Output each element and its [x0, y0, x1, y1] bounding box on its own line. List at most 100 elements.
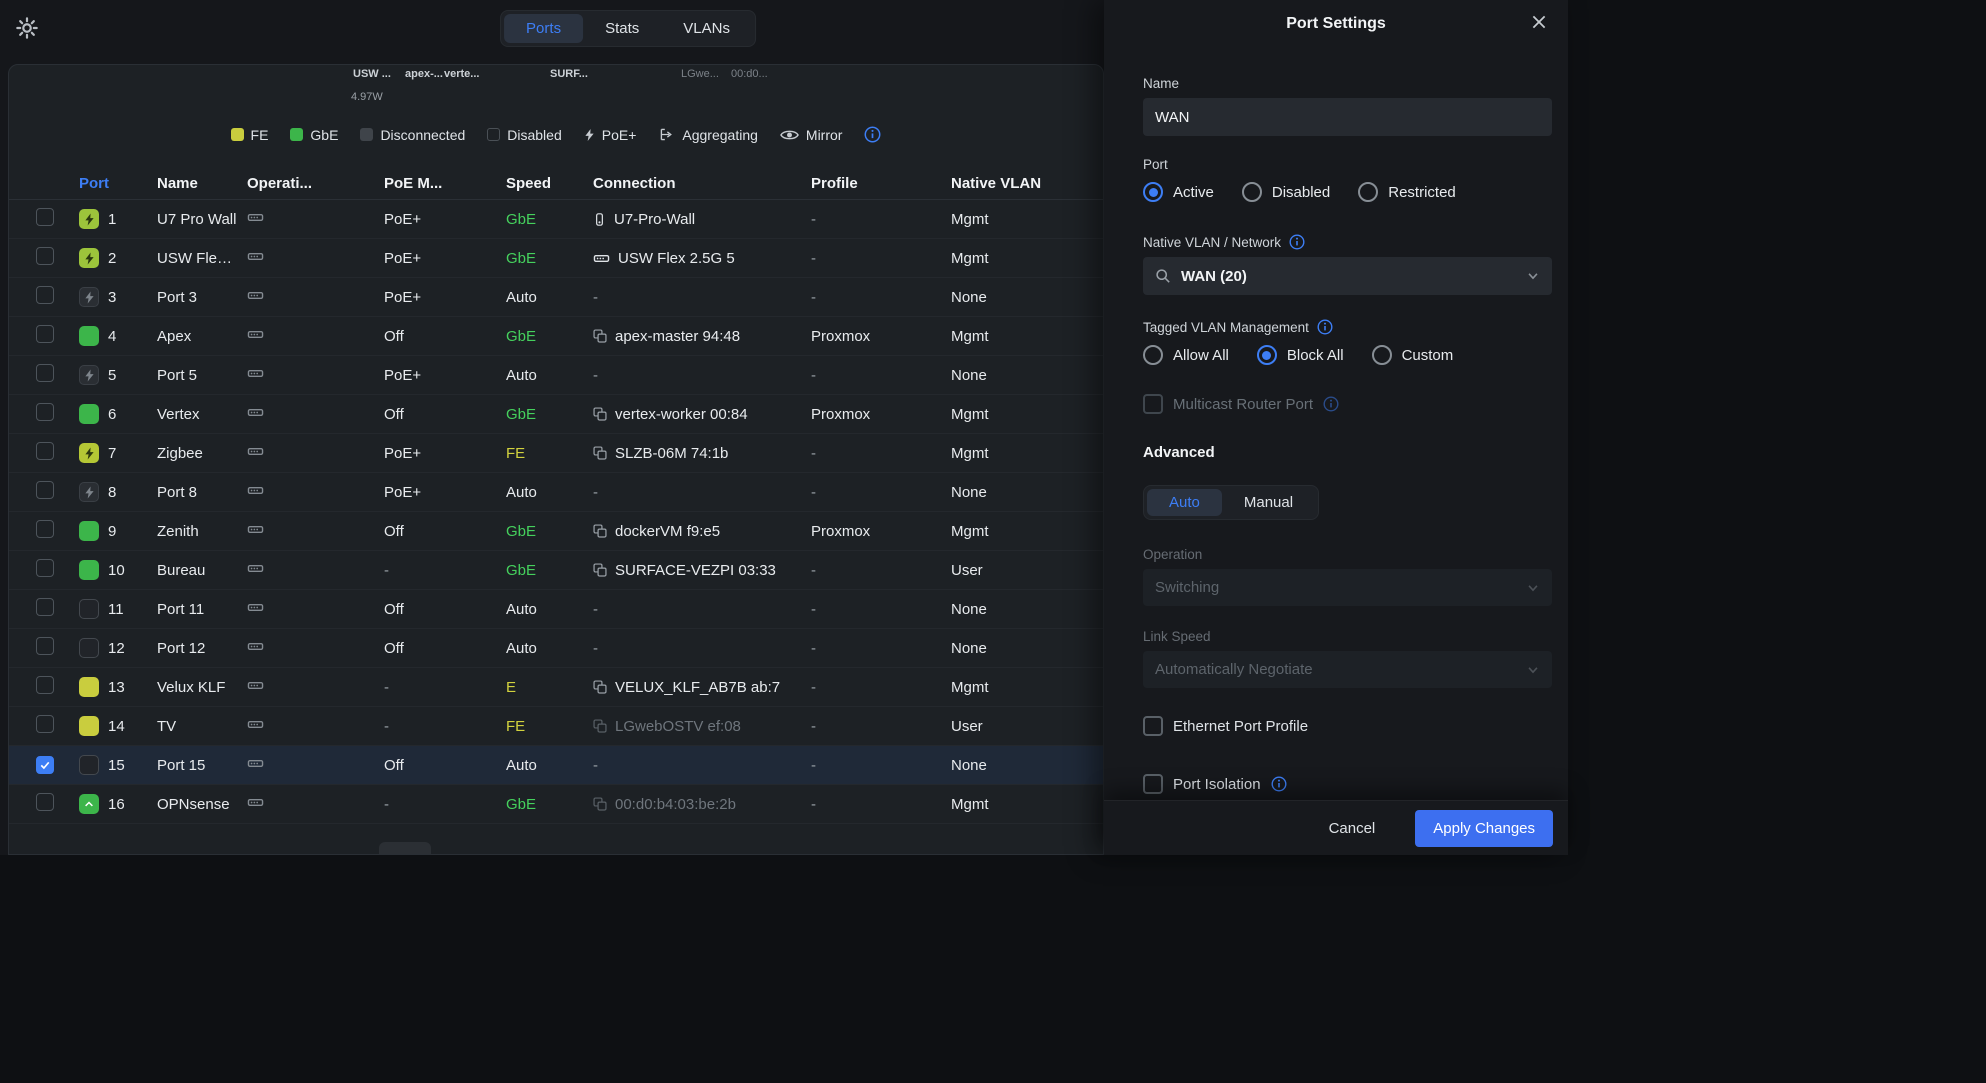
row-checkbox[interactable]: [36, 286, 54, 304]
table-row[interactable]: 2 USW Flex ... PoE+ GbE USW Flex 2.5G 5- Mgmt: [9, 239, 1103, 278]
tab-manual[interactable]: Manual: [1243, 494, 1294, 511]
radio-circle: [1256, 345, 1277, 365]
link-speed-select[interactable]: Automatically Negotiate: [1143, 651, 1552, 688]
radio-custom[interactable]: Custom: [1371, 345, 1453, 365]
table-row[interactable]: 12 Port 12 Off Auto - - None: [9, 629, 1103, 668]
cell-operation: [247, 756, 384, 775]
header-connection[interactable]: Connection: [593, 175, 676, 192]
apply-changes-button[interactable]: Apply Changes: [1415, 809, 1553, 847]
bolt-icon: [585, 128, 594, 141]
cell-operation: [247, 327, 384, 346]
cell-connection: -: [593, 639, 598, 657]
cell-poe-mode: PoE+: [384, 366, 422, 384]
row-checkbox[interactable]: [36, 208, 54, 226]
cell-connection: apex-master 94:48: [593, 328, 811, 345]
checkbox-box: [1143, 774, 1163, 794]
table-row[interactable]: 15 Port 15 Off Auto - - None: [9, 746, 1103, 785]
cell-poe-mode: Off: [384, 639, 404, 657]
header-port[interactable]: Port: [79, 175, 109, 192]
header-profile[interactable]: Profile: [811, 175, 858, 192]
switching-operation-icon: [247, 720, 264, 728]
info-icon[interactable]: [1271, 776, 1287, 792]
radio-disabled[interactable]: Disabled: [1241, 182, 1330, 202]
row-checkbox[interactable]: [36, 442, 54, 460]
cell-native-vlan: Mgmt: [951, 327, 989, 345]
switching-operation-icon: [247, 525, 264, 533]
cell-operation: [247, 405, 384, 424]
row-checkbox[interactable]: [36, 715, 54, 733]
row-checkbox[interactable]: [36, 676, 54, 694]
table-row[interactable]: 8 Port 8 PoE+ Auto - - None: [9, 473, 1103, 512]
radio-block-all[interactable]: Block All: [1256, 345, 1344, 365]
row-checkbox[interactable]: [36, 520, 54, 538]
tab-auto[interactable]: Auto: [1147, 489, 1222, 516]
row-checkbox[interactable]: [36, 559, 54, 577]
table-row[interactable]: 13 Velux KLF - E VELUX_KLF_AB7B ab:7- Mgmt: [9, 668, 1103, 707]
search-icon: [1156, 269, 1170, 283]
native-vlan-select[interactable]: WAN (20): [1143, 257, 1552, 295]
cell-poe-mode: PoE+: [384, 210, 422, 228]
cutoff-pagination-button[interactable]: [379, 842, 431, 854]
switching-operation-icon: [247, 486, 264, 494]
table-row[interactable]: 16 OPNsense - GbE 00:d0:b4:03:be:2b - Mgmt: [9, 785, 1103, 824]
row-checkbox[interactable]: [36, 793, 54, 811]
table-row[interactable]: 5 Port 5 PoE+ Auto - - None: [9, 356, 1103, 395]
row-checkbox[interactable]: [36, 403, 54, 421]
drawer-footer: Cancel Apply Changes: [1104, 800, 1568, 855]
table-row[interactable]: 7 Zigbee PoE+ FE SLZB-06M 74:1b - Mgmt: [9, 434, 1103, 473]
table-row[interactable]: 11 Port 11 Off Auto - - None: [9, 590, 1103, 629]
header-poe-mode[interactable]: PoE M...: [384, 175, 443, 192]
cell-name: Port 3: [157, 288, 198, 306]
port-isolation-checkbox[interactable]: Port Isolation: [1143, 773, 1552, 795]
tab-stats[interactable]: Stats: [605, 20, 640, 37]
port-number: 6: [108, 405, 117, 423]
row-checkbox[interactable]: [36, 598, 54, 616]
name-label: Name: [1143, 75, 1180, 91]
port-number: 15: [108, 756, 125, 774]
table-row[interactable]: 3 Port 3 PoE+ Auto - - None: [9, 278, 1103, 317]
radio-active[interactable]: Active: [1143, 182, 1214, 202]
ethernet-port-profile-checkbox[interactable]: Ethernet Port Profile: [1143, 715, 1552, 737]
row-checkbox[interactable]: [36, 364, 54, 382]
table-row[interactable]: 1 U7 Pro Wall PoE+ GbE U7-Pro-Wall - Mgmt: [9, 200, 1103, 239]
table-row[interactable]: 4 Apex Off GbE apex-master 94:48 Proxmox Mgmt: [9, 317, 1103, 356]
info-icon[interactable]: [1289, 234, 1305, 250]
table-row[interactable]: 6 Vertex Off GbE vertex-worker 00:84 Proxmox M…: [9, 395, 1103, 434]
info-icon[interactable]: [1323, 396, 1339, 412]
row-checkbox[interactable]: [36, 755, 54, 774]
port-status-icon: [79, 599, 99, 619]
legend-poe: PoE+: [584, 127, 636, 143]
table-row[interactable]: 10 Bureau - GbE SURFACE-VEZPI 03:33- User: [9, 551, 1103, 590]
operation-label: Operation: [1143, 546, 1203, 562]
disabled-swatch: [487, 128, 501, 141]
header-speed[interactable]: Speed: [506, 175, 552, 192]
table-row[interactable]: 14 TV - FE LGwebOSTV ef:08- User: [9, 707, 1103, 746]
radio-allow-all[interactable]: Allow All: [1143, 345, 1229, 365]
cell-port: 12: [79, 638, 157, 658]
tab-vlans[interactable]: VLANs: [683, 20, 730, 37]
row-checkbox[interactable]: [36, 637, 54, 655]
info-icon[interactable]: [864, 126, 881, 143]
radio-restricted[interactable]: Restricted: [1358, 182, 1456, 202]
legend-disabled: Disabled: [487, 127, 562, 143]
row-checkbox[interactable]: [36, 325, 54, 343]
row-checkbox[interactable]: [36, 481, 54, 499]
cell-name: Port 5: [157, 366, 198, 384]
multicast-router-port-checkbox[interactable]: Multicast Router Port: [1143, 393, 1552, 415]
header-name[interactable]: Name: [157, 175, 198, 192]
cell-speed: E: [506, 678, 517, 696]
header-native-vlan[interactable]: Native VLAN: [951, 175, 1042, 192]
operation-select[interactable]: Switching: [1143, 569, 1552, 606]
close-icon[interactable]: [1530, 13, 1550, 33]
cancel-button[interactable]: Cancel: [1328, 819, 1376, 837]
info-icon[interactable]: [1317, 319, 1333, 335]
cell-speed: GbE: [506, 210, 537, 228]
name-input[interactable]: [1143, 98, 1552, 136]
cell-name: Velux KLF: [157, 678, 226, 696]
cell-connection: LGwebOSTV ef:08: [593, 718, 811, 735]
row-checkbox[interactable]: [36, 247, 54, 265]
tab-ports[interactable]: Ports: [504, 14, 584, 43]
header-operation[interactable]: Operati...: [247, 175, 313, 192]
settings-gear-icon[interactable]: [16, 17, 38, 39]
table-row[interactable]: 9 Zenith Off GbE dockerVM f9:e5 Proxmox Mgmt: [9, 512, 1103, 551]
